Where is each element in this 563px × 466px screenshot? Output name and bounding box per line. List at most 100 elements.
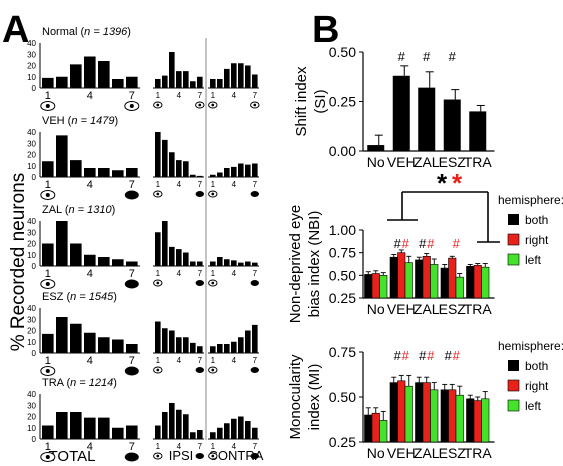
histogram-bar <box>252 427 258 439</box>
x-tick-label: 4 <box>177 356 182 365</box>
bar-right <box>422 255 431 299</box>
nbi-chart: 0.25 0.50 0.75 1.00 Non-deprived eye bias ind… <box>287 205 495 323</box>
histogram-bar <box>224 344 230 353</box>
pupil-icon <box>156 192 160 196</box>
significance-star-black: * <box>437 168 448 198</box>
pupil-icon <box>156 454 160 458</box>
bar-left <box>404 262 413 299</box>
histogram-bar <box>210 346 216 353</box>
histogram-bar <box>245 65 251 88</box>
group-name: Normal ( <box>42 26 85 38</box>
bar-both <box>364 414 373 443</box>
closed-eye-icon <box>250 453 259 459</box>
bar-left <box>481 398 490 443</box>
histogram-bar <box>183 71 189 88</box>
bar-left <box>379 420 388 443</box>
x-tick-label: TRA <box>464 154 493 170</box>
bar-right <box>371 273 380 299</box>
histogram-bar <box>176 249 182 266</box>
histogram-bar <box>112 427 124 439</box>
significance-mark-red: # <box>402 348 410 363</box>
histogram-bar <box>197 346 203 353</box>
histogram-bar <box>42 333 54 353</box>
legend-mi: hemisphere: both right left <box>498 339 563 413</box>
legend-label-left: left <box>525 253 542 267</box>
group-n: n = 1310 <box>69 204 113 216</box>
bar-left <box>379 275 388 299</box>
histogram-bar <box>176 71 182 88</box>
y-tick-label: 10 <box>27 251 36 260</box>
group-title: Normal (n = 1396) <box>42 26 131 38</box>
group-close: ) <box>113 291 117 303</box>
si-bar <box>392 75 410 151</box>
y-tick-label: 40 <box>27 304 36 313</box>
histogram-bar <box>162 412 168 439</box>
y-tick-label: 0.50 <box>329 44 356 60</box>
x-tick-label: ZAL <box>414 301 440 317</box>
group-n: n = 1545 <box>70 291 114 303</box>
significance-mark: # <box>398 49 406 64</box>
histogram-bar <box>98 168 110 177</box>
y-tick-label: 10 <box>27 162 36 171</box>
bar-left <box>404 385 413 443</box>
histogram-bar <box>56 221 68 266</box>
x-tick-label: ESZ <box>439 301 467 317</box>
pupil-icon <box>211 103 215 107</box>
y-tick-label: 0 <box>32 84 37 93</box>
y-tick-label: 0.25 <box>329 94 356 110</box>
histogram-bar <box>252 262 258 266</box>
histogram-bar <box>190 342 196 353</box>
histogram-bar <box>224 259 230 266</box>
histogram-bar <box>56 76 68 88</box>
histogram-bar <box>84 254 96 266</box>
pupil-icon <box>211 454 215 458</box>
pupil-icon <box>45 368 50 374</box>
legend-swatch-right <box>507 379 520 392</box>
x-tick-label: VEH <box>387 445 416 461</box>
pupil-icon <box>45 454 50 460</box>
x-tick-label: 4 <box>177 442 182 451</box>
histogram-bar <box>210 261 216 266</box>
bar-right <box>371 412 380 443</box>
closed-eye-icon <box>124 366 139 376</box>
pupil-icon <box>211 281 215 285</box>
histogram-bar <box>162 75 168 88</box>
histogram-bar <box>217 172 223 177</box>
total-xlabel: TOTAL <box>49 448 96 465</box>
histogram-bar <box>70 412 82 439</box>
bar-right <box>448 389 457 443</box>
bar-both <box>440 267 449 299</box>
panel-a-label: A <box>2 9 29 51</box>
x-tick-label: TRA <box>464 445 493 461</box>
histogram-bar <box>42 161 54 177</box>
significance-mark: # <box>423 49 431 64</box>
si-bar <box>418 87 436 151</box>
x-tick-label: 1 <box>156 356 161 365</box>
histogram-bar <box>169 152 175 177</box>
pupil-icon <box>156 368 160 372</box>
legend-nbi: hemisphere: both right left <box>498 193 563 267</box>
significance-mark: # <box>449 49 457 64</box>
group-name: TRA ( <box>42 377 70 389</box>
x-tick-label: 4 <box>87 441 93 453</box>
x-tick-label: 4 <box>232 442 237 451</box>
si-bar <box>443 99 461 151</box>
histogram-bar <box>190 432 196 439</box>
histogram-bar <box>245 261 251 266</box>
closed-eye-icon <box>124 452 139 462</box>
x-tick-label: 4 <box>177 180 182 189</box>
bar-left <box>455 394 464 443</box>
y-tick-label: 0 <box>32 349 37 358</box>
histogram-bar <box>217 344 223 353</box>
histogram-bar <box>70 323 82 353</box>
histogram-bar <box>197 76 203 88</box>
x-tick-label: 7 <box>253 180 258 189</box>
significance-mark-red: # <box>453 236 461 251</box>
significance-mark-black: # <box>419 236 427 251</box>
x-tick-label: 7 <box>253 269 258 278</box>
histogram-bar <box>162 221 168 266</box>
